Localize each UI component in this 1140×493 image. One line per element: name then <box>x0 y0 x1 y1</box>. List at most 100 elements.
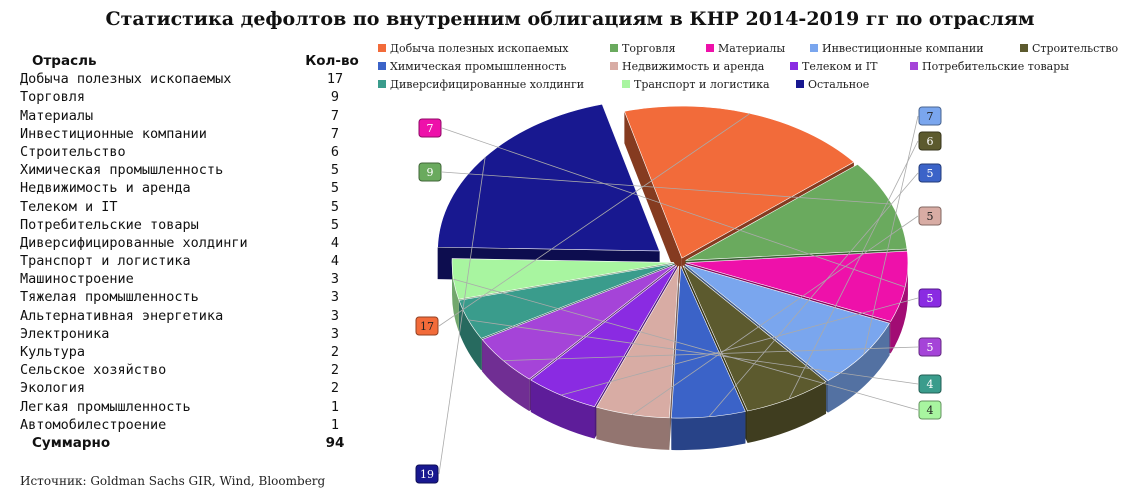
default-count: 1 <box>330 416 340 433</box>
industry-name: Торговля <box>20 89 86 106</box>
leader-line <box>631 215 919 415</box>
table-row: Материалы 7 <box>20 107 350 125</box>
data-label: 4 <box>927 378 934 391</box>
legend-label: Торговля <box>622 42 676 55</box>
table-row: Химическая промышленность 5 <box>20 161 350 179</box>
default-count: 2 <box>330 380 340 397</box>
industry-name: Суммарно <box>32 434 111 451</box>
legend-item: Диверсифицированные холдинги <box>378 76 584 94</box>
industry-name: Диверсифицированные холдинги <box>20 234 248 251</box>
data-label: 7 <box>927 110 934 123</box>
legend-swatch <box>378 80 386 88</box>
industry-name: Сельское хозяйство <box>20 362 167 379</box>
default-count: 7 <box>330 125 340 142</box>
leader-line <box>438 113 751 327</box>
data-label-box <box>918 206 942 226</box>
source-note: Источник: Goldman Sachs GIR, Wind, Bloom… <box>20 474 326 488</box>
legend-swatch <box>810 44 818 52</box>
data-label: 6 <box>927 135 934 148</box>
legend-swatch <box>610 62 618 70</box>
chart-legend: Добыча полезных ископаемых Торговля Матери… <box>378 40 1138 94</box>
legend-label: Добыча полезных ископаемых <box>390 42 569 55</box>
industry-name: Потребительские товары <box>20 216 199 233</box>
industry-name: Строительство <box>20 143 126 160</box>
table-total-row: Суммарно 94 <box>20 434 350 452</box>
table-row: Диверсифицированные холдинги 4 <box>20 234 350 252</box>
legend-row: Добыча полезных ископаемых Торговля Матери… <box>378 40 1138 58</box>
leader-line <box>788 140 919 400</box>
default-count: 6 <box>330 143 340 160</box>
legend-label: Телеком и IT <box>802 60 878 73</box>
legend-label: Строительство <box>1032 42 1119 55</box>
data-label-box <box>415 316 439 336</box>
legend-swatch <box>1020 44 1028 52</box>
data-label-box <box>418 118 442 138</box>
legend-swatch <box>378 62 386 70</box>
table-row: Сельское хозяйство 2 <box>20 361 350 379</box>
leader-line <box>441 127 906 288</box>
legend-item: Транспорт и логистика <box>622 76 770 94</box>
leader-line <box>468 319 919 385</box>
default-count: 17 <box>326 71 344 88</box>
data-label-box <box>415 464 439 484</box>
legend-item: Недвижимость и аренда <box>610 58 764 76</box>
legend-item: Химическая промышленность <box>378 58 566 76</box>
industry-name: Культура <box>20 344 86 360</box>
table-row: Транспорт и логистика 4 <box>20 252 350 270</box>
leader-line <box>453 278 919 411</box>
legend-item: Остальное <box>796 76 869 94</box>
data-label: 9 <box>427 166 434 179</box>
legend-item: Телеком и IT <box>790 58 877 76</box>
default-count: 9 <box>330 89 340 106</box>
table-row: Альтернативная энергетика 3 <box>20 307 350 325</box>
legend-label: Остальное <box>808 78 870 91</box>
legend-swatch <box>622 80 630 88</box>
industry-name: Альтернативная энергетика <box>20 307 224 324</box>
table-row: Телеком и IT 5 <box>20 198 350 216</box>
legend-swatch <box>706 44 714 52</box>
data-label: 5 <box>927 341 934 354</box>
industry-name: Телеком и IT <box>20 198 118 215</box>
industry-name: Химическая промышленность <box>20 162 224 179</box>
default-count: 94 <box>325 434 345 451</box>
data-label-box <box>918 337 942 357</box>
industry-name: Экология <box>20 380 86 397</box>
default-count: 5 <box>330 180 340 197</box>
default-count: 5 <box>330 216 340 233</box>
legend-item: Инвестиционные компании <box>810 40 984 58</box>
data-label: 5 <box>927 292 934 305</box>
pie-slice <box>682 265 827 412</box>
industry-table: Отрасль Кол-во Добыча полезных ископаемых 1… <box>20 52 359 452</box>
data-label-box <box>918 400 942 420</box>
legend-label: Материалы <box>718 42 786 55</box>
data-label-box <box>418 162 442 182</box>
default-count: 3 <box>330 325 340 342</box>
industry-name: Добыча полезных ископаемых <box>20 71 232 88</box>
data-label-box <box>918 131 942 151</box>
legend-label: Потребительские товары <box>922 60 1070 73</box>
industry-name: Материалы <box>20 107 94 124</box>
industry-name: Транспорт и логистика <box>20 253 191 270</box>
table-row: Инвестиционные компании 7 <box>20 125 350 143</box>
data-label: 7 <box>427 122 434 135</box>
industry-name: Автомобилестроение <box>20 416 167 433</box>
table-row: Культура 2 <box>20 343 350 361</box>
chart-title: Статистика дефолтов по внутренним облига… <box>105 8 1035 30</box>
data-label-box <box>918 374 942 394</box>
default-count: 3 <box>330 307 340 324</box>
legend-swatch <box>378 44 386 52</box>
legend-swatch <box>796 80 804 88</box>
legend-swatch <box>790 62 798 70</box>
table-row: Автомобилестроение 1 <box>20 416 350 434</box>
legend-label: Химическая промышленность <box>390 60 567 73</box>
industry-name: Легкая промышленность <box>20 398 191 415</box>
leader-line <box>560 297 919 396</box>
table-row: Потребительские товары 5 <box>20 216 350 234</box>
industry-name: Машиностроение <box>20 271 134 288</box>
table-row: Машиностроение 3 <box>20 270 350 288</box>
table-row: Легкая промышленность 1 <box>20 398 350 416</box>
table-row: Электроника 3 <box>20 325 350 343</box>
leader-line <box>503 346 919 362</box>
industry-name: Инвестиционные компании <box>20 125 207 142</box>
default-count: 4 <box>330 253 340 270</box>
